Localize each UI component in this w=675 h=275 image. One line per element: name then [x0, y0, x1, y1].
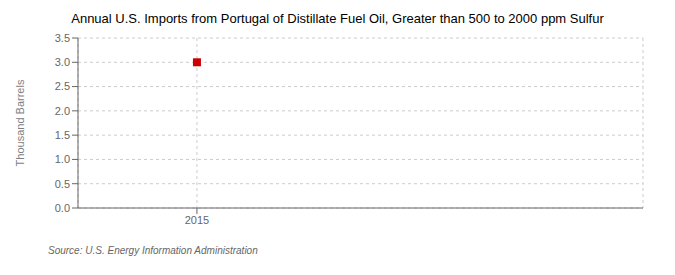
svg-text:2.0: 2.0 — [55, 105, 70, 117]
svg-text:2015: 2015 — [185, 214, 209, 226]
html-text:Annual U.S. Imports from Portu: Annual U.S. Imports from Portugal of Dis… — [71, 11, 604, 26]
svg-text:3.5: 3.5 — [55, 32, 70, 44]
svg-text:1.5: 1.5 — [55, 129, 70, 141]
svg-text:3.0: 3.0 — [55, 56, 70, 68]
svg-text:1.0: 1.0 — [55, 153, 70, 165]
html-text:Source: U.S. Energy Informatio: Source: U.S. Energy Information Administ… — [48, 245, 258, 256]
svg-text:0.5: 0.5 — [55, 178, 70, 190]
svg-text:0.0: 0.0 — [55, 202, 70, 214]
svg-text:Thousand Barrels: Thousand Barrels — [14, 79, 26, 166]
svg-text:2.5: 2.5 — [55, 80, 70, 92]
